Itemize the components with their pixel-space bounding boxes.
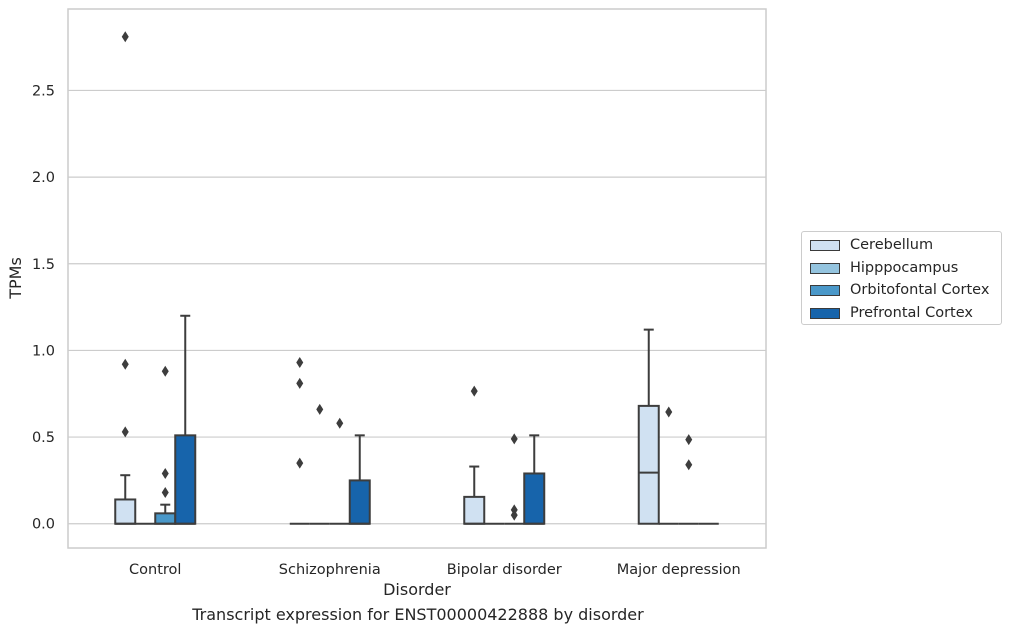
outlier-point bbox=[336, 417, 344, 429]
outlier-point bbox=[510, 433, 518, 445]
y-tick-label: 0.0 bbox=[32, 517, 55, 533]
legend: Cerebellum Hipppocampus Orbitofontal Cor… bbox=[801, 231, 1002, 325]
outlier-point bbox=[161, 487, 169, 499]
y-tick-label: 1.0 bbox=[32, 343, 55, 359]
legend-swatch bbox=[810, 284, 840, 296]
box bbox=[348, 479, 371, 525]
outlier-point bbox=[121, 31, 129, 43]
outlier-point bbox=[316, 403, 324, 415]
legend-item-prefrontal-cortex: Prefrontal Cortex bbox=[810, 303, 973, 323]
outlier-point bbox=[296, 457, 304, 469]
legend-item-orbitofontal-cortex: Orbitofontal Cortex bbox=[810, 280, 989, 300]
outlier-point bbox=[161, 467, 169, 479]
x-tick-label: Schizophrenia bbox=[279, 562, 381, 578]
y-tick-label: 2.5 bbox=[32, 83, 55, 99]
outlier-point bbox=[510, 504, 518, 516]
outlier-point bbox=[665, 406, 673, 418]
box bbox=[637, 404, 660, 525]
legend-swatch bbox=[810, 307, 840, 319]
outlier-point bbox=[685, 459, 693, 471]
legend-swatch bbox=[810, 239, 840, 251]
plot-frame bbox=[67, 8, 767, 549]
y-tick-labels: 0.0 0.5 1.0 1.5 2.0 2.5 bbox=[32, 83, 55, 532]
outlier-point bbox=[685, 434, 693, 446]
y-tick-label: 0.5 bbox=[32, 430, 55, 446]
x-tick-label: Bipolar disorder bbox=[447, 562, 562, 578]
box bbox=[154, 512, 177, 525]
outlier-point bbox=[296, 377, 304, 389]
outlier-point bbox=[121, 426, 129, 438]
x-axis-title: Disorder bbox=[383, 580, 451, 599]
y-tick-label: 1.5 bbox=[32, 257, 55, 273]
outlier-point bbox=[161, 365, 169, 377]
legend-swatch bbox=[810, 262, 840, 274]
plot-area-boxes bbox=[114, 31, 719, 525]
outlier-point bbox=[121, 358, 129, 370]
legend-item-cerebellum: Cerebellum bbox=[810, 235, 933, 255]
box bbox=[114, 498, 137, 525]
legend-label: Prefrontal Cortex bbox=[850, 305, 973, 321]
x-tick-label: Major depression bbox=[617, 562, 741, 578]
box bbox=[174, 434, 197, 525]
legend-label: Orbitofontal Cortex bbox=[850, 282, 990, 298]
box bbox=[463, 495, 486, 525]
legend-label: Hipppocampus bbox=[850, 260, 959, 276]
gridlines bbox=[68, 89, 766, 525]
x-tick-labels: Control Schizophrenia Bipolar disorder Majo… bbox=[129, 562, 741, 578]
y-tick-label: 2.0 bbox=[32, 170, 55, 186]
legend-label: Cerebellum bbox=[850, 237, 934, 253]
figure-caption: Transcript expression for ENST0000042288… bbox=[192, 605, 644, 624]
box bbox=[523, 472, 546, 525]
x-tick-label: Control bbox=[129, 562, 181, 578]
outlier-point bbox=[470, 385, 478, 397]
y-axis-title: TPMs bbox=[6, 257, 25, 300]
outlier-point bbox=[296, 357, 304, 369]
legend-item-hippocampus: Hipppocampus bbox=[810, 258, 958, 278]
